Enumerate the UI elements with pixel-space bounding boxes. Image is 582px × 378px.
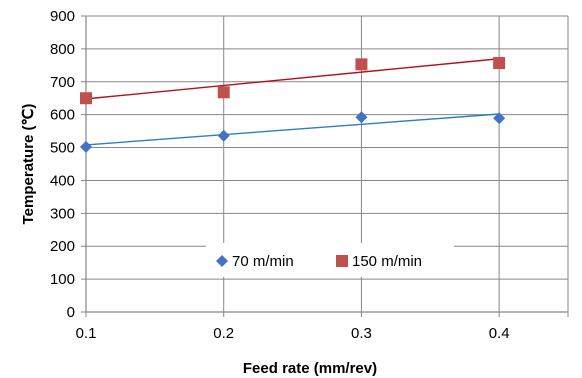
point-s1-0 bbox=[80, 92, 92, 105]
point-s1-1 bbox=[217, 86, 230, 99]
y-tick-label-3: 300 bbox=[50, 205, 75, 222]
x-axis-title: Feed rate (mm/rev) bbox=[243, 360, 377, 377]
y-tick-label-2: 200 bbox=[50, 238, 75, 255]
legend-label-70: 70 m/min bbox=[232, 253, 294, 270]
y-tick-label-6: 600 bbox=[50, 107, 75, 124]
y-tick-label-8: 800 bbox=[50, 41, 75, 58]
trendline-1 bbox=[85, 58, 500, 100]
axes bbox=[81, 15, 569, 317]
y-tick-labels: 0 100 200 300 400 500 600 700 800 900 bbox=[50, 8, 75, 321]
x-tick-labels: 0.1 0.2 0.3 0.4 bbox=[76, 325, 510, 342]
legend-box bbox=[206, 243, 454, 277]
y-tick-label-4: 400 bbox=[50, 172, 75, 189]
y-tick-label-9: 900 bbox=[50, 8, 75, 25]
point-s1-3 bbox=[493, 57, 506, 70]
point-s0-1 bbox=[217, 129, 230, 142]
point-s0-0 bbox=[80, 140, 92, 153]
point-s0-2 bbox=[355, 111, 368, 124]
point-s1-2 bbox=[355, 58, 368, 71]
y-tick-label-5: 500 bbox=[50, 140, 75, 157]
trendline-0 bbox=[85, 113, 500, 146]
y-tick-label-7: 700 bbox=[50, 74, 75, 91]
point-s0-3 bbox=[493, 112, 506, 125]
legend-marker-70 bbox=[216, 255, 228, 267]
legend-label-150: 150 m/min bbox=[352, 253, 422, 270]
legend-marker-150 bbox=[336, 255, 348, 267]
y-tick-label-1: 100 bbox=[50, 271, 75, 288]
data-points bbox=[80, 57, 506, 153]
trendlines bbox=[85, 58, 500, 146]
x-tick-label-3: 0.4 bbox=[489, 325, 510, 342]
legend: 70 m/min 150 m/min bbox=[206, 243, 454, 277]
x-tick-label-1: 0.2 bbox=[213, 325, 234, 342]
y-axis-title: Temperature (℃) bbox=[20, 104, 37, 225]
y-tick-label-0: 0 bbox=[67, 304, 75, 321]
x-tick-label-2: 0.3 bbox=[351, 325, 372, 342]
x-tick-label-0: 0.1 bbox=[76, 325, 97, 342]
